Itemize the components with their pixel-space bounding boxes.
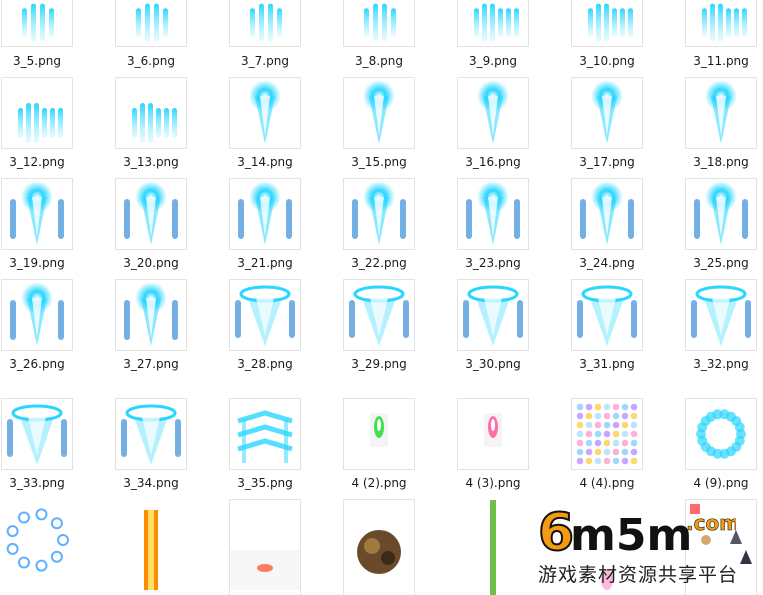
pink-glow-icon [572, 500, 642, 595]
file-name: 3_10.png [579, 54, 635, 68]
file-name: 3_5.png [13, 54, 61, 68]
file-name: 3_15.png [351, 155, 407, 169]
blue-ring-burst-icon [686, 399, 756, 469]
file-name: 3_32.png [693, 357, 749, 371]
ring-effect-icon [116, 399, 186, 469]
ring-effect-icon [230, 280, 300, 350]
watermark-subtitle: 游戏素材资源共享平台 [538, 564, 739, 586]
file-name: 3_28.png [237, 357, 293, 371]
watermark: 6 m5m .com 游戏素材资源共享平台 [530, 500, 763, 591]
pink-bullet-icon [458, 399, 528, 469]
file-name: 3_11.png [693, 54, 749, 68]
ring-effect-icon [2, 399, 72, 469]
thruster-effect-icon [2, 0, 72, 46]
file-name: 3_33.png [9, 476, 65, 490]
thruster-effect-icon [686, 0, 756, 46]
flame-effect-icon [2, 280, 72, 350]
circle-ring-icon [2, 500, 72, 595]
flame-effect-icon [116, 280, 186, 350]
file-name: 3_16.png [465, 155, 521, 169]
file-name: 3_8.png [355, 54, 403, 68]
file-name: 4 (3).png [465, 476, 521, 490]
file-name: 4 (9).png [693, 476, 749, 490]
thruster-effect-icon [572, 0, 642, 46]
file-name: 3_19.png [9, 256, 65, 270]
flame-effect-icon [458, 179, 528, 249]
flame-effect-icon [344, 78, 414, 148]
file-name: 3_29.png [351, 357, 407, 371]
red-glow-icon [230, 500, 300, 595]
flame-effect-icon [116, 179, 186, 249]
file-name: 3_22.png [351, 256, 407, 270]
ring-effect-icon [344, 280, 414, 350]
file-name: 3_17.png [579, 155, 635, 169]
logo-digit: 6 [538, 503, 574, 562]
file-name: 3_13.png [123, 155, 179, 169]
file-name: 3_30.png [465, 357, 521, 371]
file-name: 3_25.png [693, 256, 749, 270]
ship-sprites-icon [686, 500, 756, 595]
chevron-effect-icon [230, 399, 300, 469]
flame-effect-icon [686, 179, 756, 249]
thruster-effect-icon [2, 78, 72, 148]
ring-effect-icon [686, 280, 756, 350]
file-name: 3_9.png [469, 54, 517, 68]
thruster-effect-icon [116, 0, 186, 46]
flame-effect-icon [230, 78, 300, 148]
sprite-sheet-icon [572, 399, 642, 469]
thruster-effect-icon [344, 0, 414, 46]
thruster-effect-icon [458, 0, 528, 46]
flame-effect-icon [572, 78, 642, 148]
explosion-icon [344, 500, 414, 595]
file-name: 3_34.png [123, 476, 179, 490]
flame-effect-icon [344, 179, 414, 249]
file-name: 4 (2).png [351, 476, 407, 490]
flame-effect-icon [572, 179, 642, 249]
file-name: 3_18.png [693, 155, 749, 169]
file-name: 3_7.png [241, 54, 289, 68]
flame-effect-icon [458, 78, 528, 148]
file-name: 4 (4).png [579, 476, 635, 490]
green-beam-icon [458, 500, 528, 595]
orange-laser-icon [116, 500, 186, 595]
thruster-effect-icon [230, 0, 300, 46]
ring-effect-icon [572, 280, 642, 350]
flame-effect-icon [230, 179, 300, 249]
file-name: 3_24.png [579, 256, 635, 270]
file-name: 3_12.png [9, 155, 65, 169]
green-bullet-icon [344, 399, 414, 469]
file-name: 3_6.png [127, 54, 175, 68]
file-name: 3_35.png [237, 476, 293, 490]
file-name: 3_27.png [123, 357, 179, 371]
flame-effect-icon [686, 78, 756, 148]
logo-letters: m5m [570, 510, 692, 561]
flame-effect-icon [2, 179, 72, 249]
file-name: 3_20.png [123, 256, 179, 270]
file-name: 3_21.png [237, 256, 293, 270]
logo-suffix: .com [686, 511, 736, 535]
file-name: 3_31.png [579, 357, 635, 371]
ring-effect-icon [458, 280, 528, 350]
file-name: 3_23.png [465, 256, 521, 270]
site-logo-icon: 6 m5m .com [537, 502, 736, 562]
file-name: 3_26.png [9, 357, 65, 371]
file-name: 3_14.png [237, 155, 293, 169]
thruster-effect-icon [116, 78, 186, 148]
